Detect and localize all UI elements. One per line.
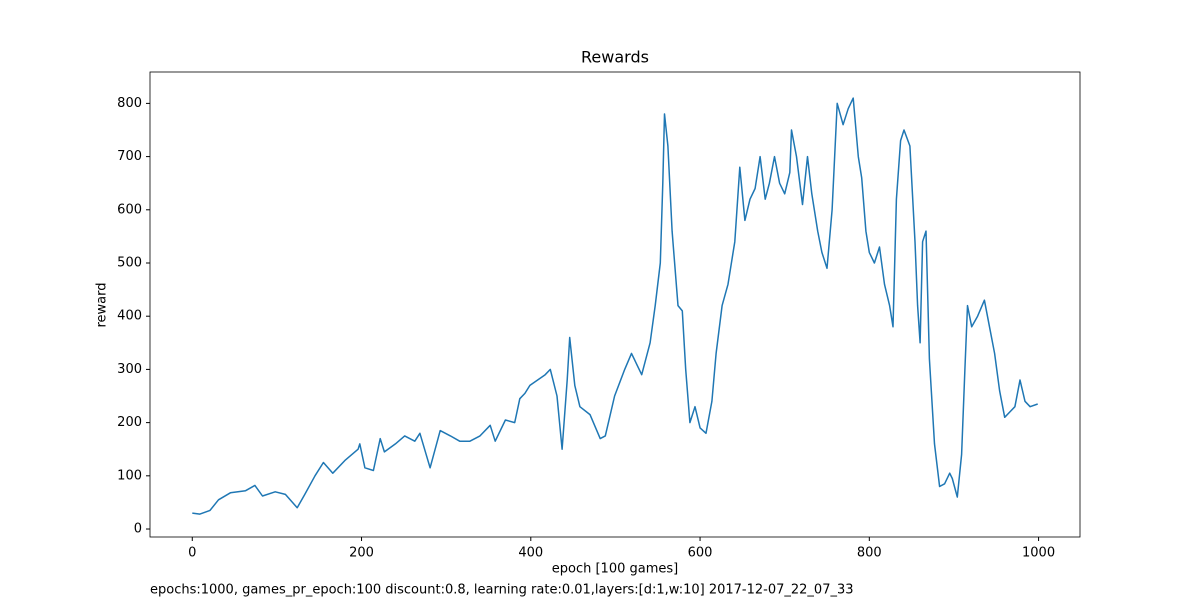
chart-title: Rewards <box>581 48 649 67</box>
y-tick-label: 600 <box>117 202 142 217</box>
y-tick-label: 700 <box>117 149 142 164</box>
data-line <box>192 97 1038 515</box>
y-tick-label: 200 <box>117 415 142 430</box>
y-tick-label: 300 <box>117 362 142 377</box>
y-axis-label: reward <box>95 282 110 327</box>
y-tick-label: 800 <box>117 96 142 111</box>
plot-frame <box>149 71 1081 538</box>
y-tick-label: 500 <box>117 256 142 271</box>
y-tick-label: 0 <box>134 522 142 537</box>
x-tick-label: 0 <box>188 546 196 561</box>
x-axis-label: epoch [100 games] <box>552 562 678 577</box>
x-tick-label: 200 <box>349 546 374 561</box>
x-tick-label: 400 <box>518 546 543 561</box>
y-tick-label: 100 <box>117 468 142 483</box>
footer-note: epochs:1000, games_pr_epoch:100 discount… <box>150 583 854 598</box>
x-tick-label: 1000 <box>1022 546 1055 561</box>
x-tick-label: 600 <box>688 546 713 561</box>
x-tick-label: 800 <box>857 546 882 561</box>
y-tick-label: 400 <box>117 309 142 324</box>
